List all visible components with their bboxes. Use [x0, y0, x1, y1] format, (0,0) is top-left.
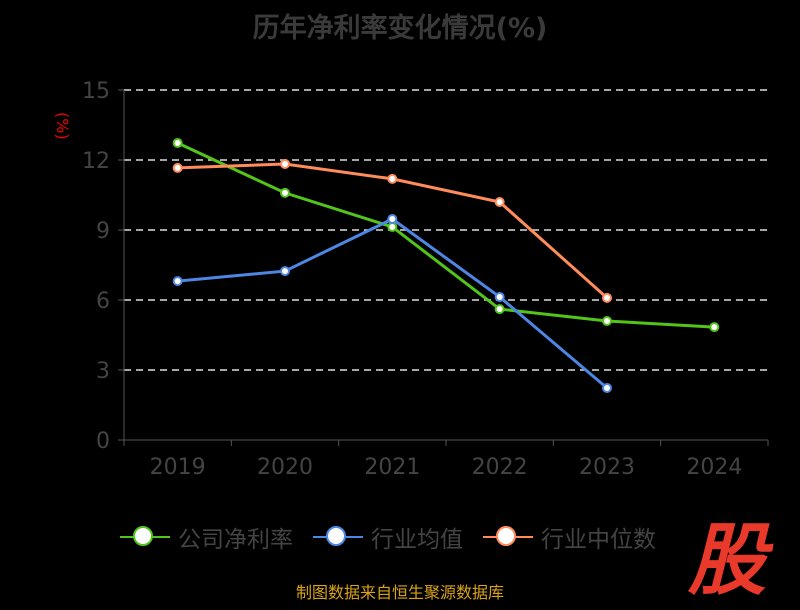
x-tick-label: 2023: [579, 455, 635, 480]
legend-label: 行业均值: [371, 527, 463, 553]
x-tick-label: 2022: [472, 455, 528, 480]
data-point: [602, 382, 612, 393]
data-point: [172, 276, 183, 287]
data-point: [494, 304, 505, 315]
legend-item-industry-median[interactable]: 行业中位数: [483, 520, 656, 554]
legend-item-company[interactable]: 公司净利率: [120, 520, 293, 554]
source-note: 制图数据来自恒生聚源数据库: [295, 583, 504, 602]
legend-label: 行业中位数: [541, 527, 656, 553]
data-point: [280, 158, 290, 169]
data-point: [494, 197, 505, 207]
y-tick-label: 3: [96, 359, 110, 384]
x-tick-label: 2024: [686, 455, 742, 480]
data-point: [280, 187, 290, 198]
y-tick-label: 15: [82, 79, 110, 104]
series-line: [177, 217, 608, 390]
data-point: [387, 221, 398, 232]
y-tick-label: 12: [82, 149, 110, 174]
data-point: [602, 316, 612, 326]
y-tick-label: 9: [96, 219, 110, 244]
logo: 股: [688, 516, 767, 606]
data-point: [172, 162, 183, 173]
legend-item-industry-avg[interactable]: 行业均值: [313, 520, 463, 554]
y-tick-label: 0: [96, 429, 110, 454]
legend-marker: [483, 525, 533, 549]
data-point: [172, 137, 183, 148]
legend: 公司净利率 行业均值 行业中位数: [120, 520, 656, 554]
legend-marker: [313, 525, 363, 549]
data-point: [280, 266, 290, 277]
x-tick-label: 2020: [257, 455, 313, 480]
data-point: [387, 173, 398, 184]
data-point: [387, 214, 398, 225]
data-point: [709, 322, 720, 333]
legend-marker: [120, 525, 170, 549]
x-tick-label: 2019: [150, 455, 206, 480]
x-tick-label: 2021: [364, 455, 420, 480]
series-line: [177, 141, 715, 329]
y-tick-label: 6: [96, 289, 110, 314]
data-point: [602, 292, 612, 303]
chart-title: 历年净利率变化情况(%): [252, 13, 548, 44]
legend-label: 公司净利率: [178, 527, 293, 553]
data-point: [494, 291, 505, 302]
